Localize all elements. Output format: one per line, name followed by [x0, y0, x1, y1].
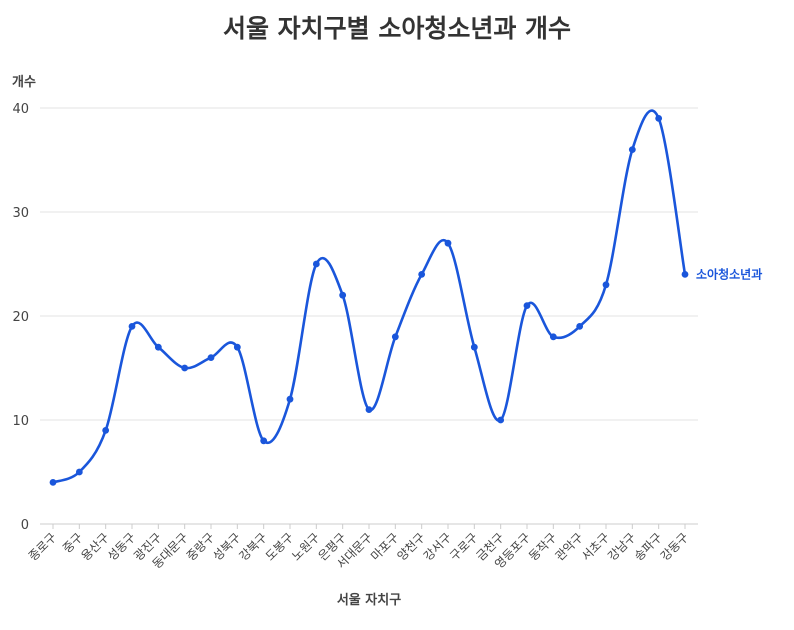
y-tick-label: 0 [21, 518, 29, 533]
data-point[interactable] [628, 146, 636, 154]
data-point[interactable] [497, 416, 505, 424]
x-tick-label: 서초구 [579, 530, 612, 563]
series-layer: 소아청소년과 [49, 109, 762, 486]
data-point[interactable] [128, 323, 136, 330]
x-tick-label: 종로구 [26, 530, 59, 563]
x-tick-label: 구로구 [447, 530, 480, 563]
data-point[interactable] [655, 115, 663, 122]
x-tick-label: 성동구 [105, 530, 138, 563]
data-point[interactable] [233, 343, 241, 351]
x-tick-label: 강남구 [605, 530, 638, 563]
data-point[interactable] [339, 291, 347, 299]
data-point[interactable] [470, 343, 478, 351]
x-tick-label: 관악구 [552, 530, 585, 563]
data-point[interactable] [181, 364, 189, 372]
data-point[interactable] [75, 468, 83, 476]
data-point[interactable] [260, 437, 268, 445]
data-point[interactable] [365, 406, 373, 413]
data-point[interactable] [549, 333, 557, 341]
y-axis-ticks: 0 10 20 30 40 [12, 102, 29, 533]
data-point[interactable] [312, 260, 320, 268]
x-tick-label: 양천구 [394, 530, 428, 564]
data-point[interactable] [286, 395, 294, 403]
y-tick-label: 30 [12, 206, 29, 221]
data-point[interactable] [576, 323, 584, 330]
x-tick-label: 송파구 [631, 530, 664, 563]
data-point[interactable] [102, 427, 110, 434]
data-point[interactable] [49, 479, 57, 486]
data-point[interactable] [207, 354, 215, 361]
x-axis-ticks: 종로구 중구용산구성동구광진구동대문구중랑구성북구강북구도봉구노원구은평구서대문구… [26, 524, 691, 571]
x-tick-label: 마포구 [368, 530, 401, 563]
y-tick-label: 20 [12, 310, 29, 325]
data-point[interactable] [602, 281, 610, 289]
data-point[interactable] [154, 343, 162, 351]
x-axis-title: 서울 자치구 [337, 592, 401, 608]
y-tick-label: 40 [12, 102, 29, 117]
chart-title: 서울 자치구별 소아청소년과 개수 [223, 14, 571, 43]
data-point[interactable] [523, 302, 531, 309]
x-tick-label: 중랑구 [184, 530, 217, 563]
x-tick-label: 강동구 [658, 530, 691, 563]
x-tick-label: 성북구 [210, 530, 243, 563]
x-tick-label: 노원구 [289, 530, 322, 563]
data-point[interactable] [444, 239, 452, 247]
data-point[interactable] [681, 271, 689, 278]
y-axis-title: 개수 [12, 75, 36, 90]
x-tick-label: 강북구 [236, 530, 269, 563]
data-point[interactable] [418, 271, 426, 278]
x-tick-label: 강서구 [421, 530, 454, 563]
x-tick-label: 동작구 [526, 530, 559, 563]
x-tick-label: 용산구 [78, 530, 111, 563]
series-end-label: 소아청소년과 [696, 266, 762, 281]
y-tick-label: 10 [12, 414, 29, 429]
x-tick-label: 도봉구 [263, 530, 296, 563]
data-point[interactable] [391, 333, 399, 341]
gridlines [40, 107, 698, 421]
series-line [52, 109, 687, 484]
